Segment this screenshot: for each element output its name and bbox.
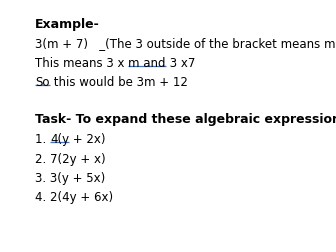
Text: Example-: Example- (35, 18, 100, 31)
Text: 2. 7(2y + x): 2. 7(2y + x) (35, 153, 106, 166)
Text: 1.: 1. (35, 133, 50, 146)
Text: So: So (35, 76, 49, 89)
Text: m and: m and (128, 57, 166, 70)
Text: + 2x): + 2x) (69, 133, 106, 146)
Text: 3. 3(y + 5x): 3. 3(y + 5x) (35, 172, 105, 185)
Text: 3 x7: 3 x7 (166, 57, 195, 70)
Text: this would be 3m + 12: this would be 3m + 12 (49, 76, 187, 89)
Text: 4(y: 4(y (50, 133, 69, 146)
Text: This means 3 x: This means 3 x (35, 57, 128, 70)
Text: Task- To expand these algebraic expressions.: Task- To expand these algebraic expressi… (35, 113, 336, 126)
Text: 4. 2(4y + 6x): 4. 2(4y + 6x) (35, 191, 113, 204)
Text: 3(m + 7)   _(The 3 outside of the bracket means multiply all t: 3(m + 7) _(The 3 outside of the bracket … (35, 38, 336, 51)
